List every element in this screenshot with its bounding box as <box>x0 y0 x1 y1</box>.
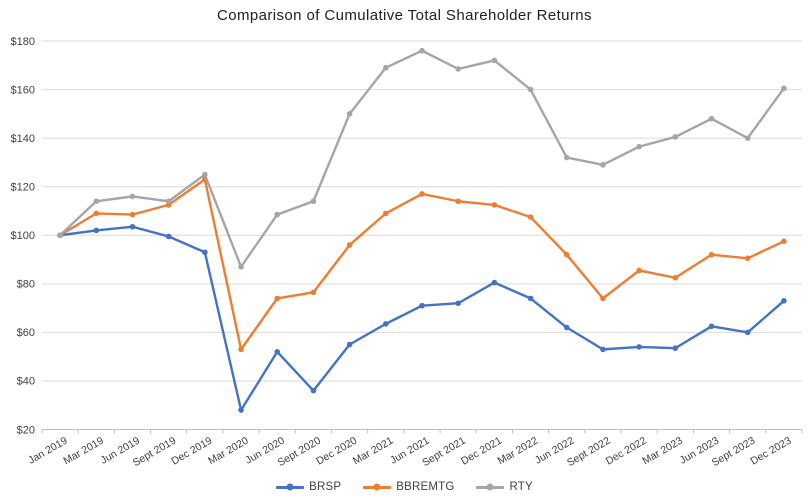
data-point-marker-BBREMTG <box>129 211 136 218</box>
data-point-marker-BBREMTG <box>346 242 353 248</box>
data-point-marker-RTY <box>383 64 389 71</box>
data-point-marker-BBREMTG <box>708 251 715 258</box>
legend-marker-dot <box>286 483 294 491</box>
data-point-marker-BBREMTG <box>563 251 570 258</box>
data-point-marker-BRSP <box>129 223 136 230</box>
data-point-marker-BBREMTG <box>527 214 534 220</box>
data-point-marker-RTY <box>238 264 244 270</box>
y-axis-tick-label: $100 <box>11 230 35 242</box>
data-point-marker-BBREMTG <box>744 255 751 262</box>
x-axis-tick-label: Dec 2021 <box>459 435 504 468</box>
data-point-marker-RTY <box>527 86 534 93</box>
data-point-marker-BBREMTG <box>310 289 317 296</box>
legend-label: BRSP <box>309 481 342 493</box>
x-axis-tick-label: Mar 2021 <box>351 435 396 468</box>
data-point-marker-BRSP <box>93 227 100 234</box>
legend-item-BBREMTG: BBREMTG <box>363 481 454 493</box>
x-axis-tick-label: Mar 2019 <box>61 435 106 468</box>
data-point-marker-BBREMTG <box>600 295 606 302</box>
data-point-marker-RTY <box>310 198 317 205</box>
data-point-marker-BRSP <box>600 346 606 353</box>
data-point-marker-RTY <box>419 47 425 54</box>
data-point-marker-BRSP <box>527 295 534 302</box>
data-point-marker-BRSP <box>274 349 281 355</box>
data-point-marker-BBREMTG <box>672 274 679 281</box>
legend-item-RTY: RTY <box>476 481 533 493</box>
legend-line-swatch <box>476 483 505 491</box>
data-point-marker-BRSP <box>744 329 751 336</box>
legend-line-swatch <box>363 483 392 491</box>
data-point-marker-RTY <box>744 135 751 141</box>
data-point-marker-BBREMTG <box>636 267 642 274</box>
data-point-marker-BRSP <box>455 300 461 307</box>
data-point-marker-BRSP <box>346 341 353 348</box>
data-point-marker-BBREMTG <box>781 238 787 245</box>
x-axis-tick-label: Dec 2020 <box>314 435 359 468</box>
y-axis-tick-label: $120 <box>11 181 35 193</box>
data-point-marker-RTY <box>129 193 136 200</box>
data-point-marker-BBREMTG <box>491 202 498 208</box>
y-axis-tick-label: $180 <box>11 36 35 48</box>
chart-title: Comparison of Cumulative Total Sharehold… <box>217 7 592 24</box>
y-axis-tick-label: $80 <box>17 279 35 291</box>
x-axis-tick-label: Dec 2022 <box>604 435 649 468</box>
data-point-marker-BRSP <box>781 298 787 304</box>
data-point-marker-BRSP <box>563 324 570 331</box>
data-point-marker-BRSP <box>491 279 498 286</box>
legend-marker-dot <box>486 483 494 491</box>
data-point-marker-RTY <box>600 162 606 168</box>
data-point-marker-BRSP <box>383 321 389 327</box>
data-point-marker-BRSP <box>636 344 642 350</box>
data-point-marker-BRSP <box>708 323 715 330</box>
y-axis-tick-label: $40 <box>17 376 35 388</box>
data-point-marker-RTY <box>491 57 498 64</box>
data-point-marker-BRSP <box>672 345 679 351</box>
series-line-BRSP <box>58 225 786 412</box>
legend-item-BRSP: BRSP <box>276 481 341 493</box>
chart-legend: BRSP BBREMTG RTY <box>0 481 809 493</box>
data-point-marker-BBREMTG <box>93 210 100 217</box>
legend-label: BBREMTG <box>396 481 455 493</box>
data-point-marker-BRSP <box>238 407 244 413</box>
data-point-marker-RTY <box>708 115 715 122</box>
x-axis-tick-label: Mar 2023 <box>640 435 685 468</box>
y-axis-tick-label: $160 <box>11 84 35 96</box>
data-point-marker-RTY <box>346 111 353 117</box>
data-point-marker-BBREMTG <box>238 346 244 353</box>
data-point-marker-RTY <box>274 211 281 218</box>
data-point-marker-RTY <box>93 198 100 205</box>
data-point-marker-BBREMTG <box>419 191 425 197</box>
y-axis-tick-label: $20 <box>17 424 35 436</box>
y-axis-tick-label: $60 <box>17 327 35 339</box>
data-point-marker-RTY <box>165 198 172 205</box>
x-axis-tick-label: Dec 2019 <box>169 435 214 468</box>
data-point-marker-BBREMTG <box>383 210 389 217</box>
data-point-marker-BRSP <box>310 387 317 394</box>
data-point-marker-RTY <box>672 134 679 140</box>
x-axis-tick-label: Mar 2022 <box>496 435 541 468</box>
x-axis-tick-label: Dec 2023 <box>748 435 793 468</box>
data-point-marker-RTY <box>636 143 642 150</box>
data-point-marker-BRSP <box>165 233 172 240</box>
data-point-marker-BRSP <box>202 249 208 256</box>
data-point-marker-BRSP <box>419 302 425 309</box>
data-point-marker-BBREMTG <box>455 198 461 205</box>
data-point-marker-RTY <box>202 171 208 178</box>
data-point-marker-RTY <box>57 232 63 239</box>
legend-marker-dot <box>373 483 381 491</box>
data-point-marker-RTY <box>781 85 787 92</box>
data-point-marker-BBREMTG <box>274 295 281 302</box>
x-axis-tick-label: Mar 2020 <box>206 435 251 468</box>
data-point-marker-RTY <box>563 154 570 161</box>
data-point-marker-RTY <box>455 66 461 72</box>
y-axis-tick-label: $140 <box>11 133 35 145</box>
legend-line-swatch <box>276 483 305 491</box>
legend-label: RTY <box>509 481 533 493</box>
